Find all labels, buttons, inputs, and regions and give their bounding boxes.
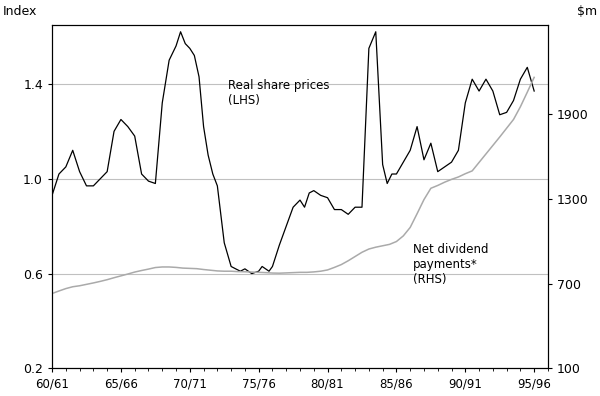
Text: Net dividend
payments*
(RHS): Net dividend payments* (RHS)	[413, 243, 488, 286]
Text: Real share prices
(LHS): Real share prices (LHS)	[229, 79, 330, 107]
Text: $m: $m	[577, 5, 598, 18]
Text: Index: Index	[2, 5, 37, 18]
